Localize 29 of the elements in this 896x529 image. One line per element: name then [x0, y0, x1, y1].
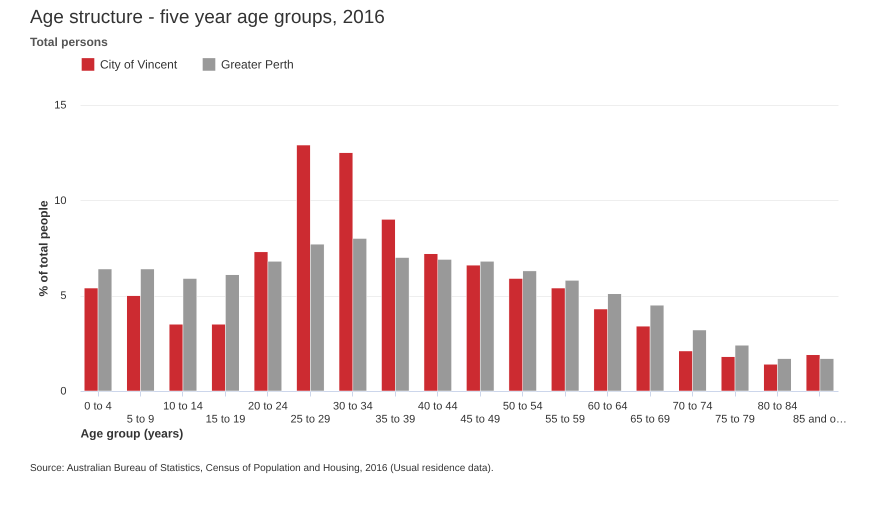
x-tick-label: 70 to 74	[672, 400, 712, 412]
legend-label: City of Vincent	[100, 57, 178, 72]
x-tick-label: 55 to 59	[545, 414, 586, 426]
x-tick-label: 25 to 29	[290, 414, 330, 426]
y-tick-label: 0	[60, 386, 66, 398]
x-tick-label: 0 to 4	[84, 400, 112, 412]
x-tick-label: 80 to 84	[758, 400, 798, 412]
x-tick-label: 20 to 24	[248, 400, 288, 412]
chart-title: Age structure - five year age groups, 2016	[30, 7, 385, 28]
legend-label: Greater Perth	[221, 57, 294, 72]
x-tick-label: 85 and o…	[793, 414, 847, 426]
x-tick-label: 50 to 54	[502, 400, 543, 412]
x-tick-label: 65 to 69	[630, 414, 670, 426]
x-tick-label: 40 to 44	[418, 400, 458, 412]
x-tick-label: 30 to 34	[332, 400, 373, 412]
x-axis-title: Age group (years)	[80, 426, 184, 440]
x-tick-label: 15 to 19	[206, 414, 246, 426]
source-note: Source: Australian Bureau of Statistics, Census of Population and Housing, 2016 (Usual residence data).	[30, 463, 495, 474]
x-tick-label: 75 to 79	[715, 414, 755, 426]
chart-subtitle: Total persons	[30, 35, 108, 49]
y-tick-label: 5	[60, 290, 66, 302]
x-tick-label: 60 to 64	[588, 400, 628, 412]
x-tick-label: 35 to 39	[375, 414, 416, 426]
y-tick-label: 10	[54, 194, 66, 207]
x-tick-label: 5 to 9	[126, 414, 154, 426]
y-axis-title: % of total people	[36, 200, 50, 296]
y-tick-label: 15	[54, 100, 66, 112]
x-tick-label: 45 to 49	[460, 414, 500, 426]
x-tick-label: 10 to 14	[163, 400, 203, 412]
